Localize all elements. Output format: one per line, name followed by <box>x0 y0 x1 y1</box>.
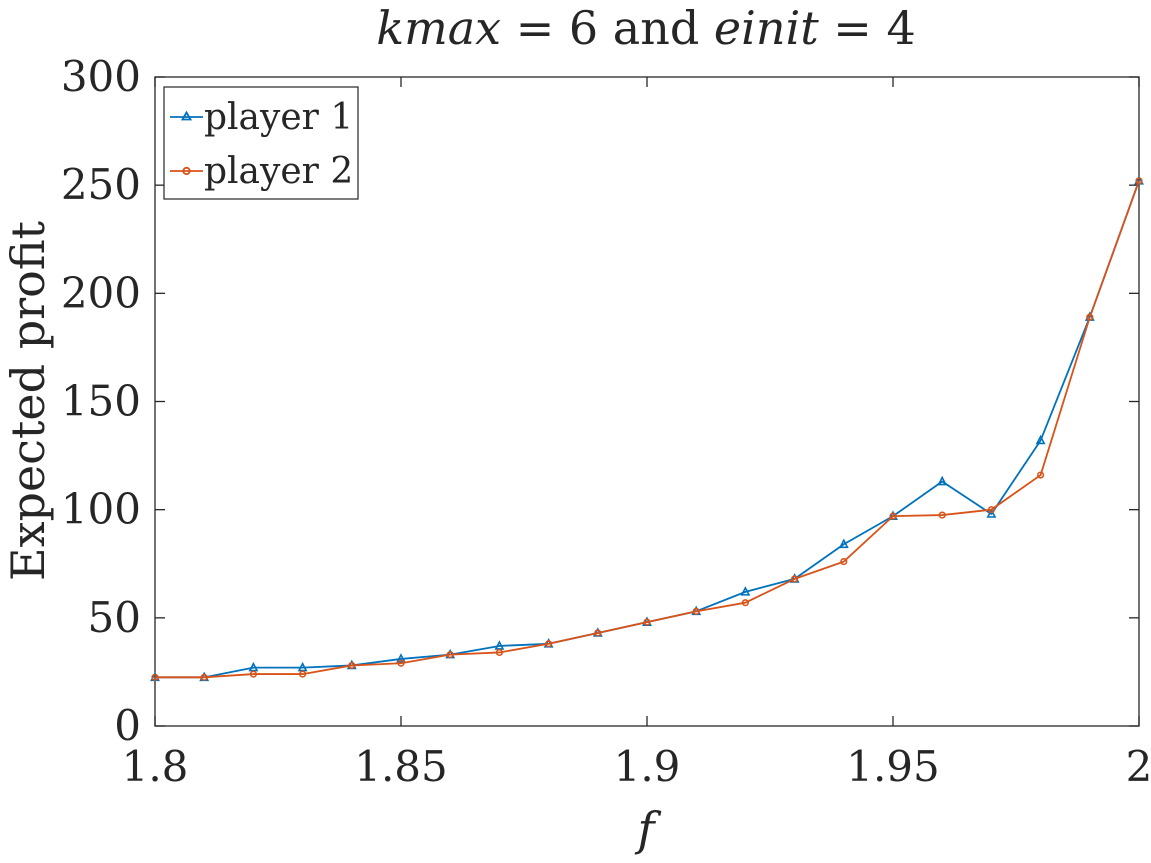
data-point-player-2 <box>151 673 159 681</box>
series-player-2 <box>151 177 1143 681</box>
chart-title: kmax = 6 and einit = 4 <box>376 1 916 55</box>
y-axis-label: Expected profit <box>1 220 55 581</box>
x-tick-label: 1.8 <box>122 742 189 791</box>
legend-marker-player-1 <box>180 110 193 121</box>
title-right-rest: = 4 <box>819 1 916 55</box>
data-point-player-2 <box>987 506 996 514</box>
data-point-player-2 <box>249 670 257 678</box>
data-point-player-1 <box>740 586 751 596</box>
data-point-player-2 <box>594 629 602 637</box>
x-tick-label: 2 <box>1126 742 1151 791</box>
legend-label-player-2: player 2 <box>204 151 353 192</box>
y-tick-label: 200 <box>61 268 141 317</box>
data-point-player-1 <box>986 508 997 518</box>
title-left-var: kmax <box>376 1 501 55</box>
title-right-var: einit <box>714 1 819 55</box>
data-point-player-2 <box>544 640 553 648</box>
x-axis-label: f <box>634 802 661 856</box>
x-tick-label: 1.85 <box>354 742 448 791</box>
legend-label-player-1: player 1 <box>204 97 353 138</box>
data-point-player-2 <box>938 511 946 519</box>
data-point-player-1 <box>396 653 406 663</box>
data-point-player-2 <box>397 659 405 667</box>
data-point-player-2 <box>299 670 307 678</box>
data-point-player-1 <box>937 475 948 486</box>
legend-box <box>163 86 359 200</box>
legend-marker-player-2 <box>182 166 191 176</box>
data-point-player-2 <box>741 599 750 607</box>
data-point-player-2 <box>840 557 848 566</box>
data-point-player-2 <box>790 575 799 583</box>
y-tick-label: 250 <box>61 160 141 209</box>
series-layer <box>150 175 1144 682</box>
x-tick-label: 1.9 <box>614 742 681 791</box>
y-tick-label: 150 <box>61 377 141 426</box>
data-point-player-2 <box>692 607 700 615</box>
data-point-player-2 <box>495 648 504 657</box>
data-point-player-1 <box>838 538 849 549</box>
series-line-player-2 <box>155 180 1140 679</box>
axis-ticks: 1.8 1.85 1.9 1.95 2 0 50 100 150 200 250 300 <box>61 52 1151 791</box>
title-left-rest: = 6 and <box>501 1 714 55</box>
data-point-player-2 <box>1086 313 1094 321</box>
data-point-player-2 <box>889 512 897 520</box>
data-point-player-2 <box>446 651 454 659</box>
y-tick-label: 0 <box>114 701 141 750</box>
y-tick-label: 100 <box>61 485 141 534</box>
legend[interactable]: player 1 player 2 <box>163 86 359 200</box>
data-point-player-1 <box>1035 434 1046 445</box>
data-point-player-2 <box>643 618 651 626</box>
y-tick-label: 300 <box>61 52 141 101</box>
data-point-player-2 <box>1036 471 1045 479</box>
data-point-player-2 <box>348 661 356 670</box>
data-point-player-2 <box>200 673 208 681</box>
x-tick-label: 1.95 <box>846 742 940 791</box>
data-point-player-2 <box>1135 177 1143 185</box>
y-tick-label: 50 <box>88 593 141 642</box>
